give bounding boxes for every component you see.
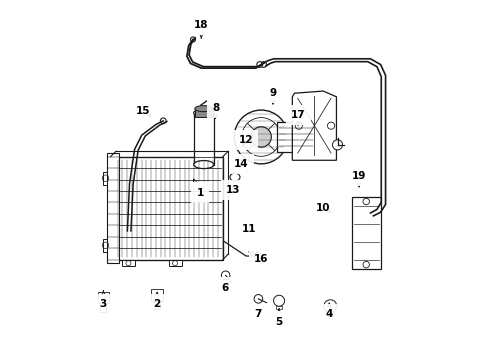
Text: 9: 9 <box>270 88 276 104</box>
Bar <box>194 113 214 165</box>
Text: 8: 8 <box>212 103 219 118</box>
Text: 12: 12 <box>239 135 253 146</box>
Bar <box>327 313 334 316</box>
Text: 17: 17 <box>291 110 305 125</box>
Text: 14: 14 <box>234 159 249 169</box>
Polygon shape <box>102 239 107 252</box>
Circle shape <box>324 300 337 313</box>
Circle shape <box>257 62 263 67</box>
Bar <box>98 292 109 303</box>
Text: 11: 11 <box>242 225 256 234</box>
Bar <box>277 122 315 152</box>
Text: 16: 16 <box>249 252 269 264</box>
Ellipse shape <box>238 160 245 166</box>
Text: 18: 18 <box>194 20 209 38</box>
Text: 5: 5 <box>275 309 283 327</box>
Circle shape <box>333 140 343 150</box>
Text: 19: 19 <box>352 171 366 187</box>
Bar <box>315 131 321 143</box>
Ellipse shape <box>230 173 240 181</box>
Circle shape <box>261 62 267 67</box>
Bar <box>107 153 120 263</box>
Circle shape <box>160 118 166 124</box>
Text: 10: 10 <box>316 203 331 213</box>
Ellipse shape <box>194 109 214 117</box>
Text: 2: 2 <box>153 292 161 309</box>
Bar <box>100 303 106 312</box>
Circle shape <box>273 295 285 306</box>
Circle shape <box>191 37 196 42</box>
Polygon shape <box>169 260 181 266</box>
Bar <box>151 289 163 301</box>
Bar <box>118 157 223 260</box>
Circle shape <box>254 294 263 303</box>
Text: 7: 7 <box>254 309 261 319</box>
Bar <box>352 197 381 269</box>
Circle shape <box>221 271 230 280</box>
Circle shape <box>251 127 271 147</box>
Ellipse shape <box>194 161 214 168</box>
Text: 13: 13 <box>226 185 241 195</box>
Polygon shape <box>293 91 337 160</box>
Bar <box>195 109 213 117</box>
Ellipse shape <box>195 105 213 112</box>
Text: 4: 4 <box>325 303 333 319</box>
Bar <box>276 306 282 309</box>
Polygon shape <box>102 172 107 185</box>
Text: 1: 1 <box>194 179 204 198</box>
Polygon shape <box>122 260 135 266</box>
Text: 3: 3 <box>100 291 107 309</box>
Text: 6: 6 <box>221 283 229 293</box>
Text: 15: 15 <box>136 106 151 116</box>
Bar <box>154 301 160 310</box>
